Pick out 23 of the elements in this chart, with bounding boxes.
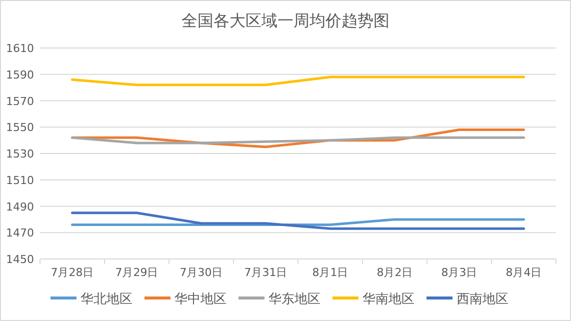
x-tick-label: 8月2日 [376, 266, 413, 279]
y-tick-label: 1490 [6, 200, 34, 214]
x-tick-label: 8月4日 [506, 266, 542, 279]
legend-label: 华北地区 [80, 292, 132, 307]
y-tick-label: 1570 [6, 94, 34, 108]
y-tick-label: 1590 [6, 68, 34, 82]
legend-label: 西南地区 [456, 292, 508, 307]
y-tick-label: 1510 [6, 174, 34, 187]
x-tick-label: 7月29日 [115, 266, 158, 279]
legend-label: 华东地区 [268, 292, 320, 307]
x-tick-label: 7月31日 [244, 266, 288, 279]
y-tick-label: 1610 [6, 42, 34, 55]
chart-title: 全国各大区域一周均价趋势图 [182, 11, 390, 30]
y-tick-label: 1550 [6, 121, 34, 134]
x-tick-label: 7月28日 [50, 266, 94, 279]
y-tick-label: 1450 [6, 253, 34, 266]
x-tick-label: 8月1日 [312, 266, 348, 279]
y-tick-label: 1530 [6, 148, 34, 160]
y-tick-label: 1470 [6, 226, 34, 240]
x-tick-label: 7月30日 [180, 266, 223, 279]
legend-label: 华南地区 [362, 292, 414, 307]
legend-label: 华中地区 [174, 292, 226, 307]
x-tick-label: 8月3日 [441, 266, 478, 279]
